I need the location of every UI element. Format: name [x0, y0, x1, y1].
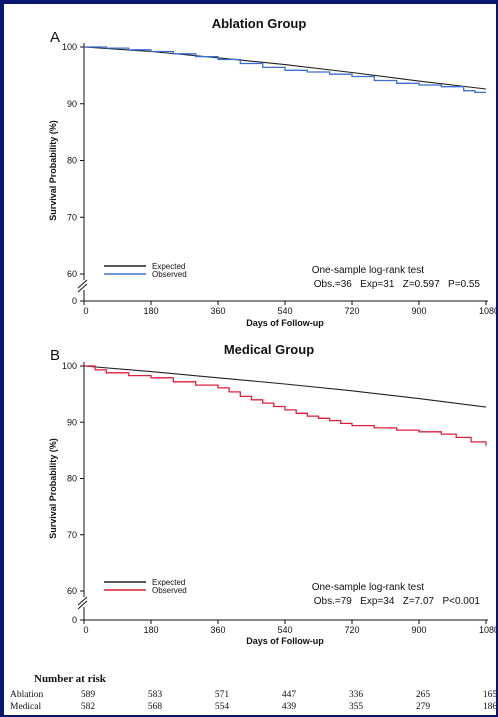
chart1-x-tick-label: 1080	[479, 306, 496, 316]
chart2-x-tick-label: 0	[83, 625, 88, 635]
chart2-stat-results: Obs.=79 Exp=34 Z=7.07 P<0.001	[314, 596, 481, 607]
risk-cell-ablation: 571	[215, 690, 230, 700]
chart2-y-axis-label: Survival Probability (%)	[48, 438, 58, 539]
chart2-series-expected-line	[83, 365, 487, 408]
chart2-x-tick-label: 1080	[479, 625, 496, 635]
risk-cell-medical: 279	[416, 702, 431, 712]
chart2-x-tick-label: 720	[344, 625, 359, 635]
chart2-y-tick-label: 70	[67, 530, 77, 540]
chart2-x-axis-label: Days of Follow-up	[246, 636, 324, 646]
chart1-y-axis-label: Survival Probability (%)	[48, 120, 58, 221]
chart2-legend-label-observed: Observed	[152, 586, 187, 595]
chart1-y-tick-label: 90	[67, 99, 77, 109]
chart1-axis-break-mark-2	[77, 283, 88, 293]
chart1-x-tick-label: 720	[344, 306, 359, 316]
risk-cell-medical: 568	[148, 702, 163, 712]
chart2-x-tick-label: 900	[411, 625, 426, 635]
chart2-y-tick-label-zero: 0	[72, 615, 77, 625]
risk-cell-ablation: 336	[349, 690, 364, 700]
risk-row-label-medical: Medical	[10, 702, 41, 712]
chart2-x-tick-label: 360	[210, 625, 225, 635]
risk-cell-medical: 439	[282, 702, 297, 712]
chart1-axis-break-mark-1	[77, 279, 88, 289]
chart2-series-observed-line	[84, 365, 487, 446]
chart1-y-tick-label-zero: 0	[72, 296, 77, 306]
chart2-legend-label-expected: Expected	[152, 578, 185, 587]
risk-cell-ablation: 447	[282, 690, 297, 700]
chart1-y-tick-label: 100	[62, 42, 77, 52]
chart2-y-tick-label: 90	[67, 417, 77, 427]
risk-cell-ablation: 583	[148, 690, 163, 700]
chart1-legend-label-expected: Expected	[152, 262, 185, 271]
chart1-x-tick-label: 900	[411, 306, 426, 316]
risk-cell-medical: 355	[349, 702, 364, 712]
risk-cell-medical: 582	[81, 702, 96, 712]
chart1-stat-results: Obs.=36 Exp=31 Z=0.597 P=0.55	[314, 279, 481, 290]
chart2-title: Medical Group	[224, 342, 314, 357]
chart2-x-tick-label: 180	[143, 625, 158, 635]
chart1-series-observed-line	[84, 46, 486, 94]
chart2-axis-break-mark-1	[77, 596, 88, 606]
risk-cell-medical: 554	[215, 702, 230, 712]
risk-cell-ablation: 165	[483, 690, 496, 700]
risk-cell-ablation: 265	[416, 690, 431, 700]
chart1-y-tick-label: 60	[67, 269, 77, 279]
chart1-title: Ablation Group	[212, 16, 307, 31]
chart1-y-tick-label: 70	[67, 212, 77, 222]
chart2-axis-break-mark-2	[77, 600, 88, 610]
chart2-x-tick-label: 540	[277, 625, 292, 635]
chart1-y-tick-label: 80	[67, 156, 77, 166]
chart1-x-tick-label: 180	[143, 306, 158, 316]
risk-row-label-ablation: Ablation	[10, 690, 43, 700]
risk-table-title: Number at risk	[34, 673, 107, 685]
chart1-legend-label-observed: Observed	[152, 270, 187, 279]
chart1-stat-test-name: One-sample log-rank test	[312, 265, 424, 276]
chart2-stat-test-name: One-sample log-rank test	[312, 582, 424, 593]
figure: A Ablation Group 0 60 70 80 90 100 0 180 360 540 720…	[4, 4, 496, 715]
chart1-x-tick-label: 360	[210, 306, 225, 316]
chart2-y-tick-label: 80	[67, 474, 77, 484]
chart1-x-tick-label: 540	[277, 306, 292, 316]
chart2-panel-label: B	[50, 347, 60, 364]
km-figure-svg: A Ablation Group 0 60 70 80 90 100 0 180 360 540 720…	[10, 16, 496, 712]
chart2-y-tick-label: 100	[62, 361, 77, 371]
chart1-panel-label: A	[50, 29, 60, 46]
risk-cell-ablation: 589	[81, 690, 96, 700]
chart2-y-tick-label: 60	[67, 586, 77, 596]
risk-cell-medical: 186	[483, 702, 496, 712]
chart1-x-axis-label: Days of Follow-up	[246, 318, 324, 328]
chart1-x-tick-label: 0	[83, 306, 88, 316]
